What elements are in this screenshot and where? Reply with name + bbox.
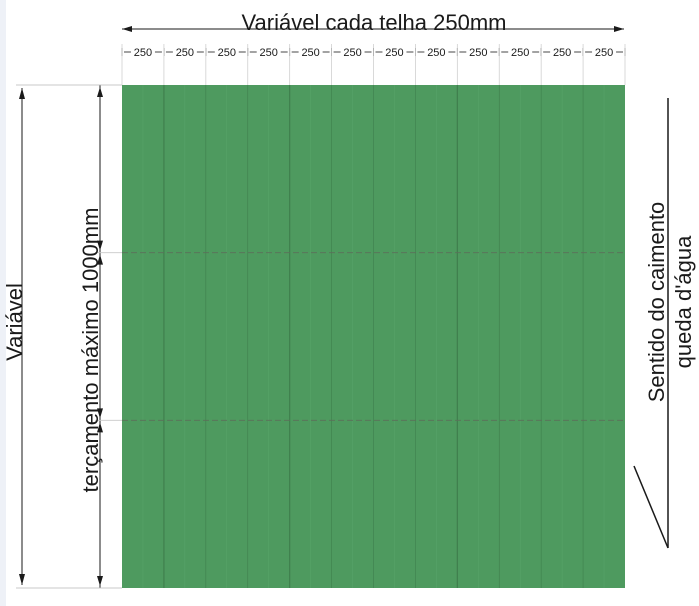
segment-label: 250 [427, 47, 445, 59]
segment-label: 250 [511, 47, 529, 59]
tile-lines [142, 85, 605, 588]
inner-dim-arrowhead [97, 408, 103, 419]
segment-label: 250 [218, 47, 236, 59]
segment-label: 250 [134, 47, 152, 59]
left-margin-strip [0, 0, 6, 606]
outer-left-dimension-line [16, 84, 122, 589]
segment-label: 250 [469, 47, 487, 59]
slope-note-line2: queda d'água [671, 235, 696, 368]
inner-left-label: terçamento máximo 1000mm [78, 208, 103, 493]
segment-label: 250 [385, 47, 403, 59]
slope-direction-arrow [633, 98, 669, 549]
purlin-lines [122, 252, 625, 421]
segment-label: 250 [176, 47, 194, 59]
segment-label: 250 [595, 47, 613, 59]
inner-dim-arrowhead [97, 240, 103, 251]
inner-left-dimension-line [95, 84, 122, 589]
inner-dim-arrowhead [97, 254, 103, 265]
inner-dim-arrowhead [97, 422, 103, 433]
outer-left-label: Variável [2, 283, 27, 361]
extension-lines [121, 44, 626, 85]
segment-label: 250 [260, 47, 278, 59]
segment-label: 250 [343, 47, 361, 59]
inner-dim-arrowhead [97, 87, 103, 97]
segment-label: 250 [553, 47, 571, 59]
inner-dim-arrowhead [97, 576, 103, 586]
segment-label: 250 [301, 47, 319, 59]
top-dimension-title: Variável cada telha 250mm [242, 10, 507, 35]
top-overall-dimension-line [122, 26, 624, 32]
slope-note-line1: Sentido do caimento [644, 202, 669, 403]
